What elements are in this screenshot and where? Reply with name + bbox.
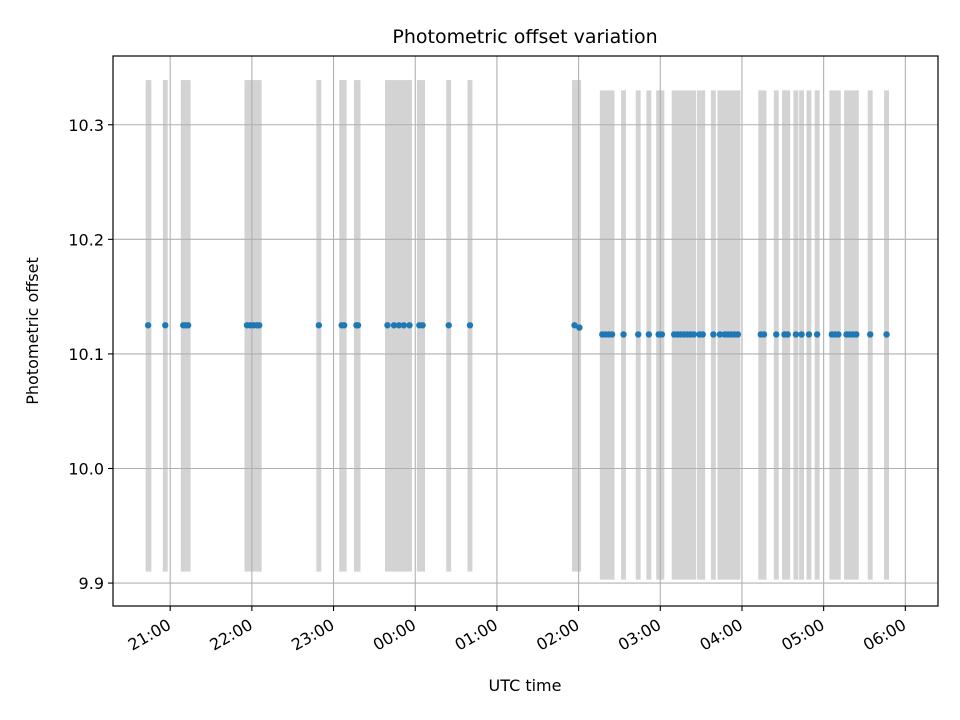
data-point	[792, 331, 800, 338]
data-point	[699, 331, 706, 338]
x-axis-label: UTC time	[489, 676, 562, 695]
y-tick-label: 10.1	[68, 345, 104, 364]
data-points	[144, 322, 890, 338]
data-point	[400, 322, 407, 329]
data-point	[716, 331, 724, 338]
data-point	[466, 322, 474, 329]
data-point	[144, 322, 152, 329]
data-point	[645, 331, 653, 338]
y-tick-label: 10.3	[68, 116, 104, 135]
data-point	[608, 331, 616, 338]
y-axis-label: Photometric offset	[23, 257, 42, 405]
y-tick-label: 10.2	[68, 230, 104, 249]
data-point	[384, 322, 391, 329]
data-point	[406, 322, 413, 329]
data-point	[773, 331, 780, 338]
data-point	[395, 322, 403, 329]
data-point	[162, 322, 169, 329]
data-point	[734, 331, 742, 338]
data-point	[354, 322, 362, 329]
grid-lines	[113, 56, 938, 606]
data-point	[805, 331, 813, 338]
data-point	[635, 331, 642, 338]
data-point	[184, 322, 192, 329]
data-point	[571, 322, 578, 329]
data-point	[710, 331, 717, 338]
data-point	[315, 322, 323, 329]
chart-title: Photometric offset variation	[392, 26, 657, 48]
y-axis-ticks: 9.9 10.0 10.1 10.2 10.3	[68, 116, 113, 593]
data-point	[813, 331, 821, 338]
y-tick-label: 10.0	[68, 460, 104, 479]
data-point	[835, 331, 842, 338]
data-point	[620, 331, 627, 338]
data-point	[576, 324, 583, 331]
data-point	[853, 331, 860, 338]
data-point	[883, 331, 890, 338]
data-point	[390, 322, 398, 329]
y-tick-label: 9.9	[79, 574, 104, 593]
data-point	[419, 322, 426, 329]
data-point	[798, 331, 805, 338]
data-point	[690, 331, 697, 338]
plot-frame	[112, 55, 939, 607]
data-point	[658, 331, 666, 338]
data-point	[256, 322, 263, 329]
data-point	[340, 322, 348, 329]
data-point	[867, 331, 874, 338]
data-point	[784, 331, 791, 338]
data-point	[445, 322, 452, 329]
data-point	[760, 331, 768, 338]
